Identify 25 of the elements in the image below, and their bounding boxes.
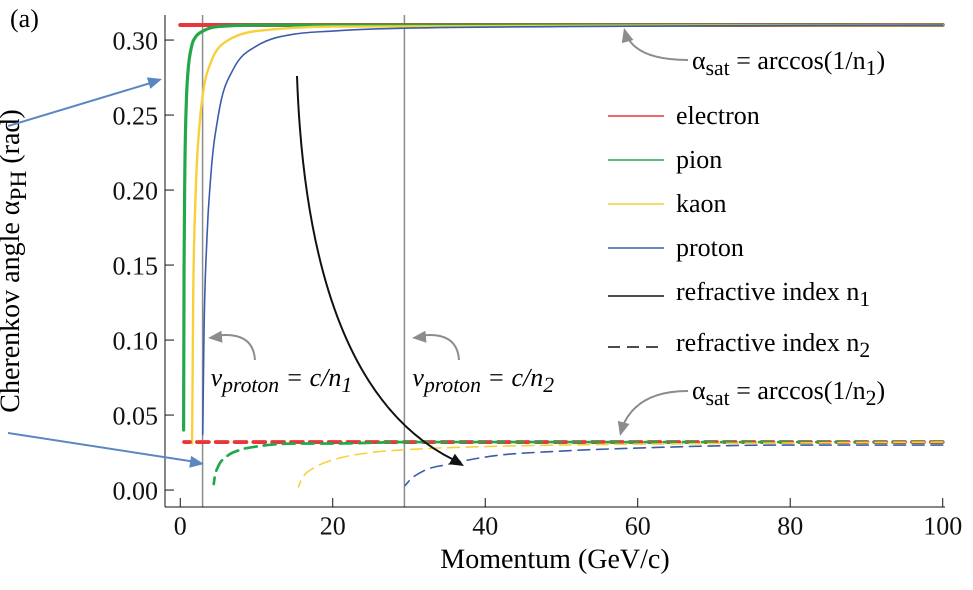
x-axis-title: Momentum (GeV/c): [439, 544, 671, 576]
ref-line-label: v$_{proton}$ = c/n$_{1}$: [210, 363, 352, 398]
text: (a): [10, 4, 39, 34]
y-tick-label: 0.15: [112, 251, 158, 280]
y-tick-label: 0.05: [112, 401, 158, 430]
y-tick-label: 0.00: [112, 476, 158, 506]
ref-line-label: v$_{proton}$ = c/n$_{2}$: [412, 363, 554, 398]
y-tick-label: 0.30: [112, 26, 158, 56]
x-tick-label: 80: [777, 511, 804, 540]
legend-label: kaon: [676, 188, 727, 220]
legend-label: electron: [676, 100, 760, 132]
legend-label: pion: [676, 144, 722, 176]
annotation: α$_{sat}$ = arccos(1/n$_{2}$): [692, 376, 886, 412]
y-tick-label: 0.25: [112, 101, 158, 130]
annotation: α$_{sat}$ = arccos(1/n$_{1}$): [692, 46, 886, 82]
annotation: refractive index n$_{2}$: [676, 327, 870, 364]
x-tick-label: 40: [472, 511, 498, 540]
x-tick-label: 60: [624, 511, 651, 540]
y-tick-label: 0.20: [112, 176, 158, 206]
annotation: refractive index n$_{1}$: [676, 276, 870, 314]
x-tick-label: 0: [174, 511, 187, 540]
x-tick-label: 20: [320, 511, 346, 540]
y-tick-label: 0.10: [112, 326, 158, 356]
legend-label: proton: [676, 232, 744, 264]
x-tick-label: 100: [923, 511, 962, 540]
